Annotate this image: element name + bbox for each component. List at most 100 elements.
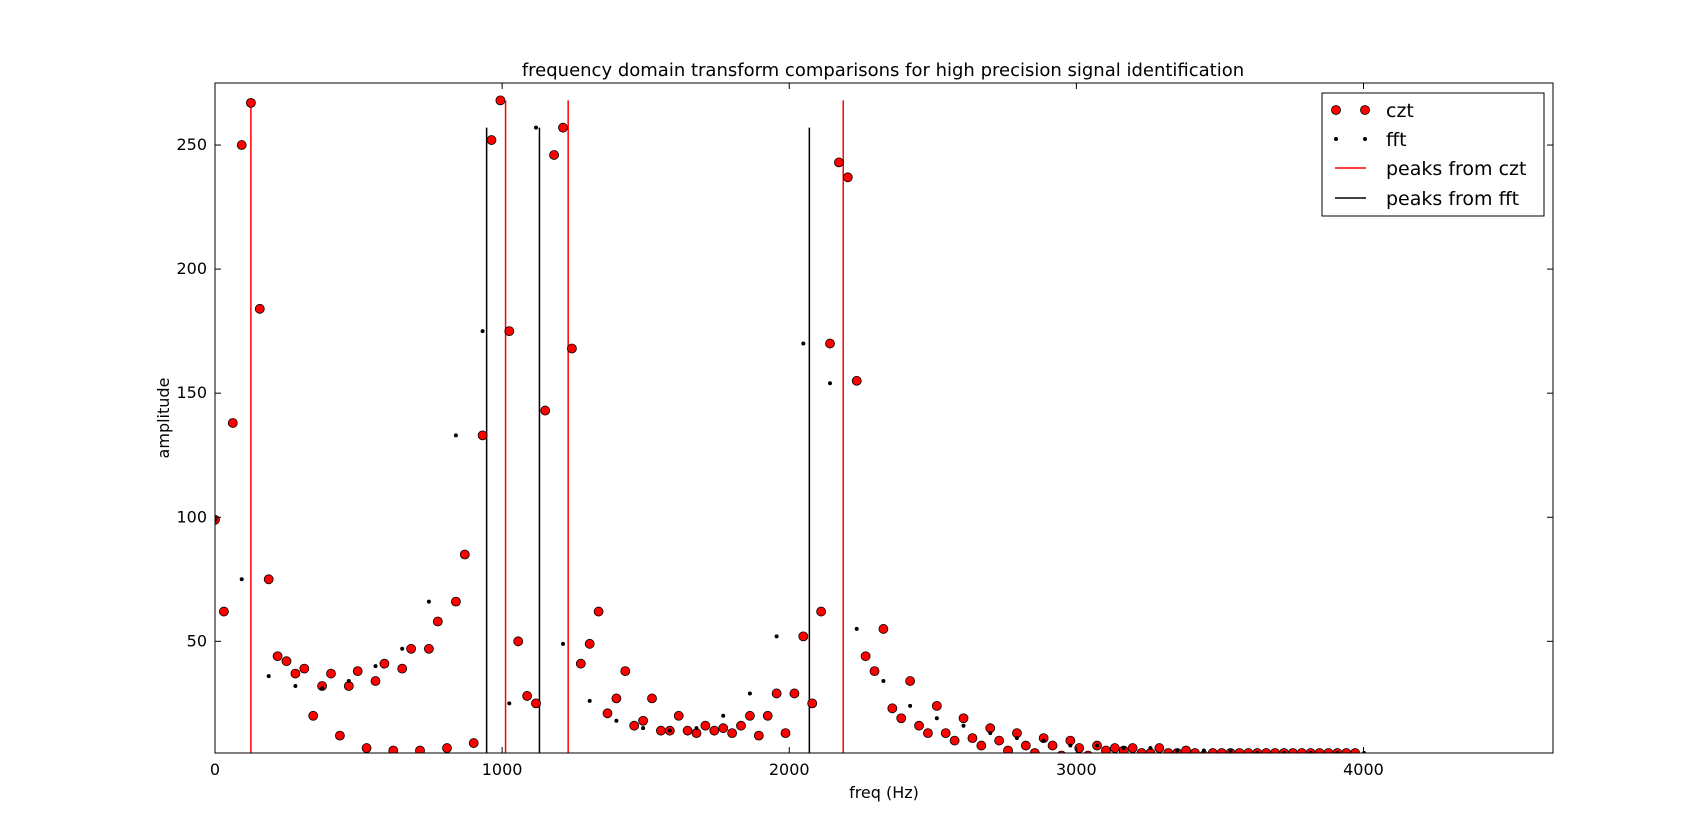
fft-point-10 [480,329,485,334]
fft-point-19 [721,713,726,718]
czt-point-28 [459,549,470,560]
fft-point-7 [400,646,405,651]
czt-point-81 [931,700,942,711]
czt-point-41 [575,658,586,669]
czt-point-119 [1270,748,1280,753]
czt-point-49 [647,693,657,704]
czt-point-77 [896,713,907,724]
legend-fft-marker-2 [1363,137,1367,141]
czt-point-45 [611,693,622,704]
czt-point-2 [227,418,238,428]
czt-point-93 [1038,733,1049,744]
czt-point-13 [326,668,336,679]
czt-point-88 [994,735,1005,746]
czt-point-63 [771,688,782,699]
fft-point-16 [641,726,646,731]
fft-point-31 [1041,738,1046,743]
czt-point-5 [254,303,265,314]
x-tick-label-4: 4000 [1343,760,1384,779]
czt-point-91 [1020,740,1031,751]
fft-point-2 [266,674,271,679]
legend: czt fft peaks from czt peaks from fft [1321,92,1545,217]
czt-point-57 [718,723,729,734]
czt-point-47 [629,720,640,731]
czt-point-94 [1047,740,1058,751]
czt-point-8 [281,656,292,667]
czt-point-84 [958,713,969,724]
czt-point-124 [1314,748,1325,753]
czt-point-106 [1154,743,1165,753]
czt-point-122 [1296,748,1307,753]
fft-point-37 [1201,748,1206,753]
czt-point-33 [504,326,515,337]
czt-point-69 [825,338,835,349]
czt-point-20 [388,745,399,753]
czt-point-68 [816,606,827,617]
czt-point-76 [887,703,898,714]
czt-point-55 [700,720,711,731]
fft-point-35 [1148,746,1153,751]
legend-label-fft-peaks: peaks from fft [1386,188,1519,210]
czt-point-6 [263,574,274,585]
czt-point-73 [860,651,871,662]
czt-point-37 [540,405,551,416]
czt-point-53 [682,725,693,736]
czt-point-83 [949,735,960,746]
fft-point-27 [934,716,939,721]
czt-point-62 [762,710,773,721]
czt-point-18 [370,676,381,686]
czt-point-95 [1057,750,1066,753]
czt-point-31 [486,135,497,145]
fft-point-8 [426,599,431,604]
fft-point-9 [453,433,458,438]
fft-point-29 [988,731,993,736]
czt-point-12 [317,681,327,691]
x-tick-label-3: 3000 [1056,760,1097,779]
czt-point-125 [1323,748,1334,753]
czt-point-74 [869,666,880,677]
czt-point-89 [1003,745,1013,753]
czt-point-48 [638,715,649,726]
y-tick-label-0: 50 [187,631,207,650]
czt-point-23 [415,745,425,753]
czt-point-43 [593,606,604,617]
czt-point-27 [450,596,461,607]
fft-point-3 [293,684,298,688]
czt-point-64 [780,728,791,739]
czt-point-71 [842,172,853,183]
fft-point-18 [694,726,699,731]
axis-ticks: 0 1000 2000 3000 4000 50 100 150 200 250 [176,83,1553,779]
czt-point-16 [352,666,363,677]
y-axis-label: amplitude [154,378,173,459]
fft-point-15 [614,718,619,723]
czt-point-32 [495,95,506,106]
fft-point-32 [1068,743,1073,748]
czt-point-19 [379,658,390,669]
czt-point-118 [1261,748,1272,753]
fft-point-14 [587,698,592,703]
czt-point-100 [1101,745,1111,753]
czt-point-70 [834,157,844,168]
czt-point-61 [753,730,764,741]
czt-point-59 [736,720,746,731]
czt-point-56 [709,725,720,736]
fft-point-4 [320,686,325,691]
czt-point-117 [1252,748,1263,753]
czt-point-7 [272,651,283,662]
fft-point-13 [560,641,565,646]
czt-point-29 [468,738,479,748]
y-tick-label-1: 100 [176,507,207,526]
fft-point-38 [1228,748,1233,753]
czt-point-79 [914,720,924,731]
czt-point-36 [531,698,541,709]
czt-point-126 [1332,748,1343,753]
czt-point-65 [789,688,800,699]
czt-point-4 [245,97,256,108]
czt-point-98 [1083,750,1093,753]
x-tick-label-1: 1000 [482,760,523,779]
czt-point-52 [673,710,684,721]
czt-point-11 [308,710,319,721]
czt-point-101 [1109,743,1120,753]
czt-point-34 [513,636,524,647]
czt-point-30 [477,430,488,441]
